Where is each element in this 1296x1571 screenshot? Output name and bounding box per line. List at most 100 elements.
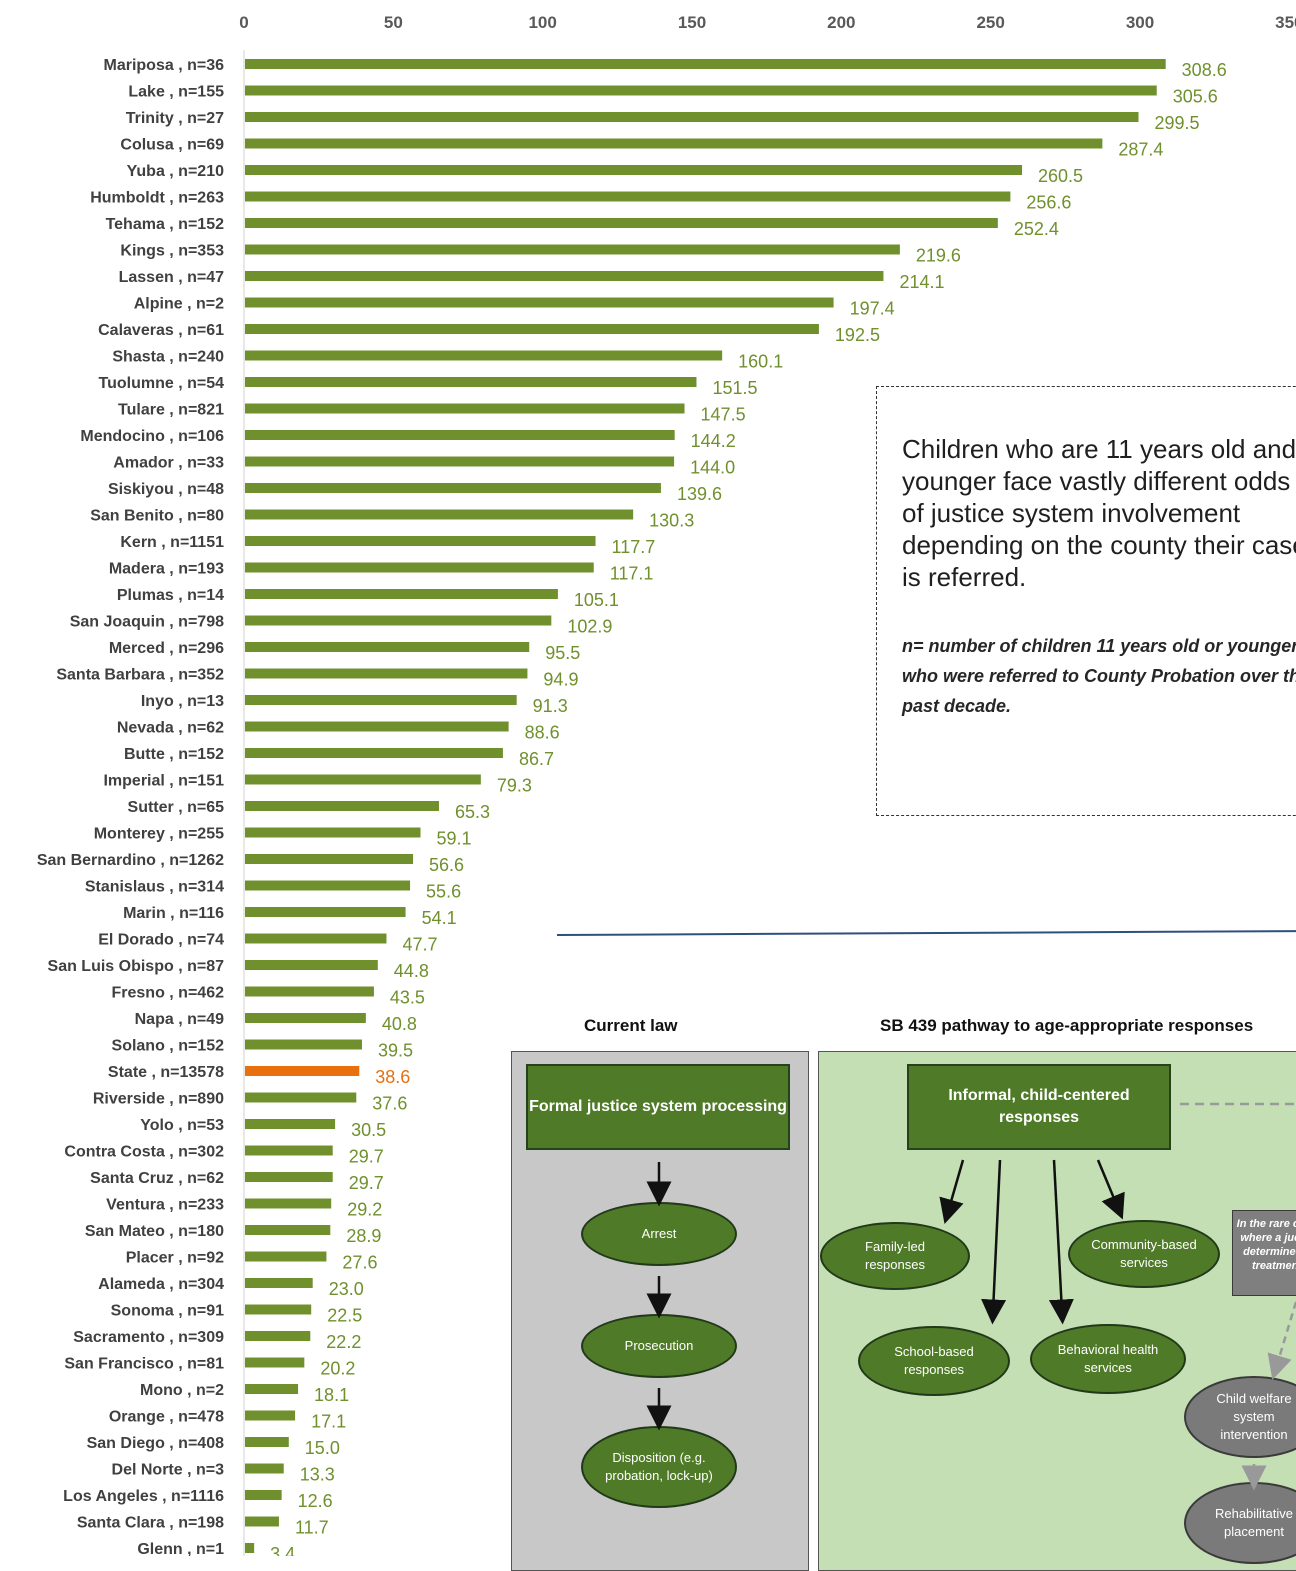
value-label: 55.6 (426, 882, 461, 902)
category-label: Mono , n=2 (140, 1382, 224, 1399)
bar (245, 165, 1023, 175)
category-label: Napa , n=49 (135, 1011, 224, 1028)
bar (245, 1331, 311, 1341)
value-label: 28.9 (346, 1226, 381, 1246)
bar (245, 1119, 336, 1129)
category-label: Tuolumne , n=54 (99, 375, 225, 392)
bar (245, 1225, 331, 1235)
x-tick-label: 200 (827, 13, 855, 32)
bar (245, 59, 1166, 69)
category-label: San Francisco , n=81 (64, 1356, 224, 1373)
value-label: 43.5 (390, 988, 425, 1008)
category-label: Ventura , n=233 (106, 1197, 224, 1214)
value-label: 29.2 (347, 1200, 382, 1220)
value-label: 20.2 (320, 1359, 355, 1379)
informal-responses-node: Informal, child-centered responses (907, 1064, 1171, 1150)
bar (245, 880, 411, 891)
bar (245, 827, 421, 838)
bar (245, 907, 406, 917)
category-label: San Benito , n=80 (90, 508, 224, 525)
rare-case-note: In the rare case where a judge determine… (1232, 1210, 1296, 1296)
category-label: Nevada , n=62 (117, 720, 224, 737)
x-tick-label: 100 (528, 13, 556, 32)
bar (245, 1145, 333, 1156)
bar (245, 377, 697, 387)
bar (245, 589, 558, 599)
category-label: Mariposa , n=36 (104, 57, 225, 74)
value-label: 139.6 (677, 484, 722, 504)
value-label: 308.6 (1182, 60, 1227, 80)
category-label: Yuba , n=210 (127, 163, 224, 180)
bar (245, 297, 834, 308)
category-label: Madera , n=193 (109, 561, 224, 578)
bar (245, 668, 528, 679)
category-label: Marin , n=116 (123, 905, 224, 922)
value-label: 305.6 (1173, 87, 1218, 107)
category-label: San Diego , n=408 (87, 1435, 224, 1452)
arrest-node: Arrest (581, 1202, 737, 1266)
category-label: Humboldt , n=263 (90, 190, 224, 207)
value-label: 44.8 (394, 961, 429, 981)
bar (245, 456, 675, 467)
category-label: Tulare , n=821 (118, 402, 224, 419)
bar (245, 933, 387, 944)
x-tick-label: 50 (384, 13, 403, 32)
value-label: 86.7 (519, 749, 554, 769)
value-label: 54.1 (422, 908, 457, 928)
bar (245, 1039, 362, 1050)
category-label: Sacramento , n=309 (73, 1329, 224, 1346)
category-label: Sonoma , n=91 (111, 1303, 224, 1320)
bar (245, 1516, 279, 1527)
category-label: Kern , n=1151 (120, 534, 224, 551)
bar (245, 1251, 327, 1262)
category-label: Mendocino , n=106 (80, 428, 224, 445)
value-label: 12.6 (298, 1491, 333, 1511)
behavioral-health-node: Behavioral health services (1030, 1324, 1186, 1394)
value-label: 39.5 (378, 1041, 413, 1061)
category-label: Shasta , n=240 (112, 349, 224, 366)
x-tick-label: 300 (1126, 13, 1154, 32)
category-label: San Joaquin , n=798 (70, 614, 224, 631)
category-label: Colusa , n=69 (120, 137, 224, 154)
bar-state-highlight (245, 1066, 360, 1076)
school-based-node: School-based responses (858, 1326, 1010, 1396)
category-label: Imperial , n=151 (103, 773, 224, 790)
value-label: 214.1 (899, 272, 944, 292)
value-label: 144.2 (691, 431, 736, 451)
value-label: 30.5 (351, 1120, 386, 1140)
category-label: Siskiyou , n=48 (108, 481, 224, 498)
value-label: 37.6 (372, 1094, 407, 1114)
category-label: Calaveras , n=61 (98, 322, 224, 339)
community-based-node: Community-based services (1068, 1220, 1220, 1288)
value-label: 117.1 (610, 564, 654, 584)
rehabilitative-node: Rehabilitative placement (1184, 1482, 1296, 1564)
value-label: 219.6 (916, 246, 961, 266)
x-tick-label: 150 (678, 13, 706, 32)
value-label: 79.3 (497, 776, 532, 796)
formal-processing-node: Formal justice system processing (526, 1064, 790, 1150)
bar (245, 483, 661, 493)
bar (245, 615, 552, 626)
bar (245, 536, 596, 546)
category-label: Solano , n=152 (112, 1038, 225, 1055)
category-label: San Luis Obispo , n=87 (48, 958, 225, 975)
value-label: 56.6 (429, 855, 464, 875)
category-label: Alameda , n=304 (98, 1276, 224, 1293)
bar (245, 1357, 305, 1368)
category-label: El Dorado , n=74 (98, 932, 224, 949)
bar (245, 350, 723, 361)
category-label: Yolo , n=53 (140, 1117, 224, 1134)
category-label: Lassen , n=47 (119, 269, 224, 286)
bar (245, 244, 900, 255)
category-label: Trinity , n=27 (126, 110, 224, 127)
current-law-title: Current law (584, 1016, 678, 1035)
annotation-box: Children who are 11 years old and younge… (876, 386, 1296, 816)
value-label: 40.8 (382, 1014, 417, 1034)
value-label: 88.6 (525, 723, 560, 743)
value-label: 91.3 (533, 696, 568, 716)
category-label: Los Angeles , n=1116 (63, 1488, 224, 1505)
value-label: 160.1 (738, 352, 783, 372)
category-label: Lake , n=155 (128, 84, 224, 101)
prosecution-node: Prosecution (581, 1314, 737, 1378)
value-label: 18.1 (314, 1385, 349, 1405)
